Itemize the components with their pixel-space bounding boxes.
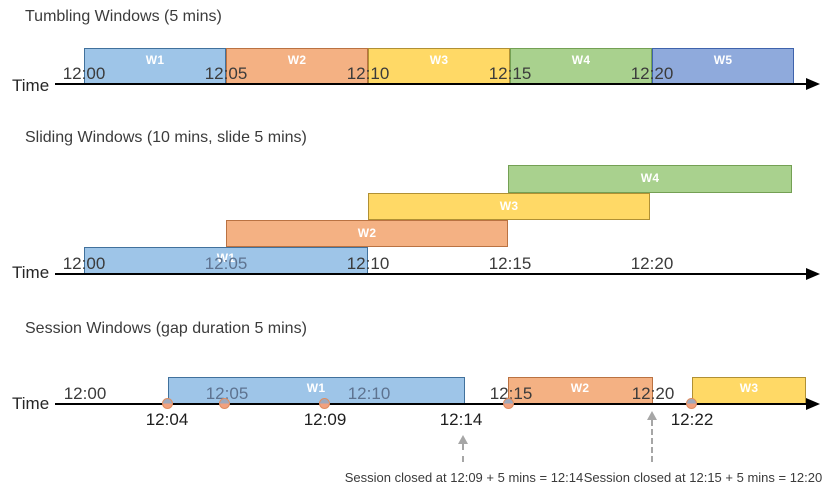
tumbling-window-w1 [84,48,226,84]
session-window-w3-label: W3 [739,381,759,395]
tumbling-time-label: Time [12,76,50,95]
session-section-title: Session Windows (gap duration 5 mins) [25,320,307,337]
sliding-tick-1200: 12:00 [62,254,106,273]
tumbling-window-w2 [226,48,368,84]
tumbling-window-w4 [510,48,652,84]
tumbling-tick-1210: 12:10 [346,64,390,83]
sliding-time-label: Time [12,263,50,282]
sliding-time-axis [55,273,808,275]
sliding-window-w1 [84,247,368,274]
session-tick-1210: 12:10 [347,384,391,403]
session-closed-arrowhead-1-icon [458,435,468,444]
session-time-axis [55,403,808,405]
session-window-w1-label: W1 [306,381,326,395]
tumbling-tick-1205: 12:05 [204,64,248,83]
session-tick-1220: 12:20 [631,384,675,403]
tumbling-window-w3-label: W3 [429,53,449,67]
event-label-1214: 12:14 [439,410,483,429]
event-label-1209: 12:09 [303,410,347,429]
event-dot-1222 [686,398,697,409]
sliding-window-w3-label: W3 [499,199,519,213]
sliding-window-w1-label: W1 [216,251,236,265]
tumbling-axis-arrowhead-icon [806,78,820,90]
session-closed-arrowhead-2-icon [647,411,657,420]
sliding-window-w2-label: W2 [357,226,377,240]
tumbling-time-axis [55,83,808,85]
tumbling-tick-1215: 12:15 [488,64,532,83]
session-tick-1215: 12:15 [489,384,533,403]
sliding-axis-arrowhead-icon [806,268,820,280]
sliding-window-w4 [508,165,792,193]
session-closed-note-1: Session closed at 12:09 + 5 mins = 12:14 [344,470,584,485]
tumbling-section-title: Tumbling Windows (5 mins) [25,8,222,25]
event-label-1204: 12:04 [145,410,189,429]
session-axis-arrowhead-icon [806,398,820,410]
session-tick-1200: 12:00 [63,384,107,403]
session-time-label: Time [12,394,50,413]
session-window-w3 [692,377,806,404]
tumbling-tick-1220: 12:20 [630,64,674,83]
event-dot-1215 [503,398,514,409]
tumbling-tick-1200: 12:00 [62,64,106,83]
tumbling-window-w5-label: W5 [713,53,733,67]
sliding-section-title: Sliding Windows (10 mins, slide 5 mins) [25,129,307,146]
session-closed-note-2: Session closed at 12:15 + 5 mins = 12:20 [583,470,823,485]
sliding-tick-1205: 12:05 [204,254,248,273]
session-window-w2 [508,377,653,404]
session-closed-arrow-1 [462,444,464,462]
session-tick-1205: 12:05 [205,384,249,403]
tumbling-window-w2-label: W2 [287,53,307,67]
sliding-window-w2 [226,220,508,247]
tumbling-window-w4-label: W4 [571,53,591,67]
event-dot-1206 [219,398,230,409]
sliding-tick-1215: 12:15 [488,254,532,273]
event-dot-1209 [319,398,330,409]
sliding-tick-1210: 12:10 [346,254,390,273]
tumbling-window-w1-label: W1 [145,53,165,67]
event-dot-1204 [162,398,173,409]
session-window-w2-label: W2 [570,381,590,395]
event-label-1222: 12:22 [670,410,714,429]
sliding-window-w4-label: W4 [640,171,660,185]
sliding-tick-1220: 12:20 [630,254,674,273]
session-closed-arrow-2 [651,420,653,462]
sliding-window-w3 [368,193,650,220]
